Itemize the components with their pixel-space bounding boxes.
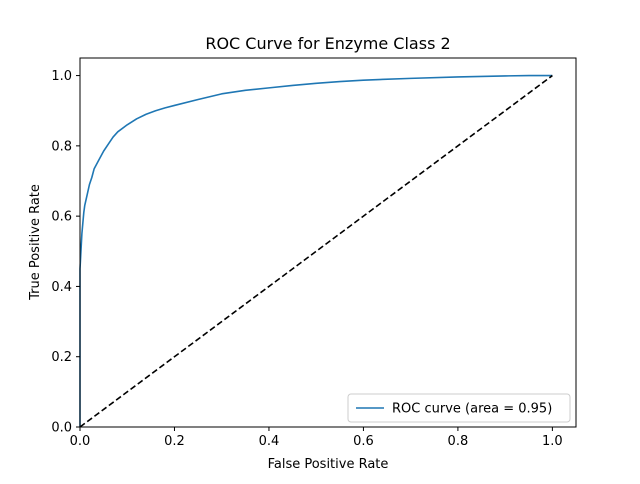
y-tick-label: 0.2 xyxy=(51,350,72,365)
legend: ROC curve (area = 0.95) xyxy=(347,393,571,423)
legend-box xyxy=(347,393,571,423)
plot-frame xyxy=(79,57,577,428)
y-tick-label: 1.0 xyxy=(51,69,72,84)
x-tick-label: 0.0 xyxy=(70,434,91,449)
y-tick-label: 0.8 xyxy=(51,139,72,154)
chance-diagonal-line xyxy=(79,74,553,428)
x-tick-label: 0.8 xyxy=(448,434,469,449)
x-tick-label: 0.6 xyxy=(353,434,374,449)
legend-label: ROC curve (area = 0.95) xyxy=(392,402,552,417)
x-axis-ticks: 0.0 0.2 0.4 0.6 0.8 1.0 xyxy=(70,427,563,449)
x-tick-label: 0.2 xyxy=(164,434,185,449)
x-tick-label: 0.4 xyxy=(259,434,280,449)
plot-area xyxy=(79,74,553,428)
y-tick-label: 0.4 xyxy=(51,280,72,295)
roc-curve-line xyxy=(79,74,553,427)
y-tick-label: 0.6 xyxy=(51,210,72,225)
y-tick-label: 0.0 xyxy=(51,421,72,436)
chart-title: ROC Curve for Enzyme Class 2 xyxy=(205,34,450,53)
y-axis-label: True Positive Rate xyxy=(28,184,43,301)
y-axis-ticks: 0.0 0.2 0.4 0.6 0.8 1.0 xyxy=(51,69,80,436)
x-tick-label: 1.0 xyxy=(542,434,563,449)
x-axis-label: False Positive Rate xyxy=(268,457,389,472)
